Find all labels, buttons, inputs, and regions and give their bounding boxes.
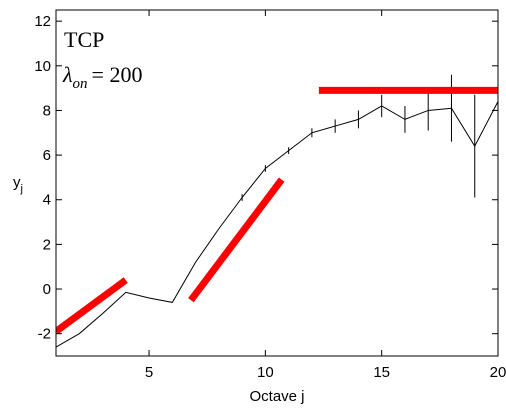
y-tick-label: 12 (34, 13, 51, 30)
y-tick-label: 6 (43, 147, 51, 164)
annotation-protocol: TCP (64, 27, 104, 52)
y-axis-label-subscript: j (20, 183, 23, 195)
fit-line-2 (191, 180, 282, 301)
x-tick-label: 5 (145, 364, 153, 381)
x-axis-label: Octave j (249, 388, 304, 405)
x-tick-label: 20 (490, 364, 506, 381)
y-axis-label: yj (13, 174, 23, 195)
x-tick-label: 10 (257, 364, 274, 381)
y-tick-label: 4 (43, 192, 51, 209)
y-tick-label: -2 (38, 326, 51, 343)
annotation-lambda: λon = 200 (62, 62, 142, 92)
y-tick-label: 2 (43, 236, 51, 253)
y-tick-label: 0 (43, 281, 51, 298)
y-tick-label: 10 (34, 58, 51, 75)
annotation-lambda-subscript: on (73, 76, 88, 92)
annotation-lambda-value: = 200 (92, 62, 143, 87)
series-line (56, 102, 498, 348)
x-tick-label: 15 (373, 364, 390, 381)
annotation-lambda-symbol: λ (62, 62, 73, 87)
y-tick-label: 8 (43, 102, 51, 119)
